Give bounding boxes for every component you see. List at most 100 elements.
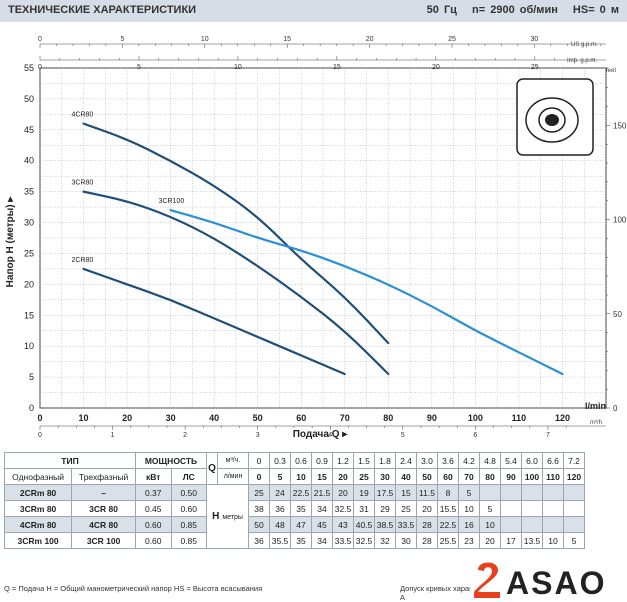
y-tick-label: 30 bbox=[24, 218, 34, 228]
power-hp: 0.85 bbox=[170, 516, 207, 533]
m3h-2: 0.6 bbox=[290, 452, 312, 469]
series-line-4cr80 bbox=[82, 122, 390, 345]
x-tick-label: 80 bbox=[383, 413, 393, 423]
head-value: 31 bbox=[353, 500, 375, 517]
m3h-0: 0 bbox=[248, 452, 270, 469]
lmin-7: 40 bbox=[395, 468, 417, 485]
head-value: 20 bbox=[332, 484, 354, 501]
series-labels: 4CR80 3CR80 2CR80 3CR100 bbox=[72, 112, 185, 264]
imp-gpm-tick-label: 15 bbox=[333, 64, 341, 71]
speed: n= 2900 об/мин bbox=[472, 4, 558, 16]
lmin-2: 10 bbox=[290, 468, 312, 485]
table-row: 3CRm 80 3CR 80 0.45 0.60 38 36 35 34 32.5 31 29 25 2… bbox=[3, 500, 585, 517]
m3h-tick-label: 5 bbox=[401, 432, 405, 439]
us-gpm-tick-label: 30 bbox=[530, 36, 538, 43]
series-label: 2CR80 bbox=[72, 257, 94, 264]
power-hp: 0.85 bbox=[170, 532, 207, 549]
suction-height: HS= 0 м bbox=[572, 4, 619, 16]
lmin-3: 15 bbox=[311, 468, 333, 485]
power-kw: 0.60 bbox=[135, 532, 172, 549]
lmin-12: 90 bbox=[500, 468, 522, 485]
three-phase-header: Трехфазный bbox=[71, 468, 136, 485]
us-gpm-tick-label: 25 bbox=[448, 36, 456, 43]
x-tick-label: 20 bbox=[122, 413, 132, 423]
head-value bbox=[563, 484, 585, 501]
head-value bbox=[500, 516, 522, 533]
head-value: 5 bbox=[458, 484, 480, 501]
m3h-11: 4.8 bbox=[479, 452, 501, 469]
head-value: 47 bbox=[290, 516, 312, 533]
m3h-tick-label: 2 bbox=[183, 432, 187, 439]
head-value: 25.5 bbox=[437, 532, 459, 549]
head-value: 48 bbox=[269, 516, 291, 533]
head-value: 28 bbox=[416, 516, 438, 533]
lmin-15: 120 bbox=[563, 468, 585, 485]
x-tick-label: 100 bbox=[468, 413, 483, 423]
specs: 50 Гц n= 2900 об/мин HS= 0 м bbox=[417, 4, 619, 16]
head-value: 50 bbox=[248, 516, 270, 533]
h-label: H bbox=[212, 511, 220, 522]
lmin-11: 80 bbox=[479, 468, 501, 485]
power-header: МОЩНОСТЬ bbox=[135, 452, 207, 469]
head-value: 10 bbox=[458, 500, 480, 517]
head-value bbox=[479, 484, 501, 501]
head-value: 24 bbox=[269, 484, 291, 501]
lmin-1: 5 bbox=[269, 468, 291, 485]
power-kw: 0.45 bbox=[135, 500, 172, 517]
top-unit-imp: Imp. g.p.m. bbox=[567, 58, 597, 64]
power-hp: 0.60 bbox=[170, 500, 207, 517]
right-unit-feet: feet bbox=[606, 68, 616, 74]
y-tick-label: 5 bbox=[29, 372, 34, 382]
y-tick-label: 15 bbox=[24, 310, 34, 320]
lmin-8: 50 bbox=[416, 468, 438, 485]
head-value bbox=[521, 516, 543, 533]
single-phase-model: 3CRm 80 bbox=[3, 500, 73, 517]
m3h-8: 3.0 bbox=[416, 452, 438, 469]
head-value bbox=[500, 484, 522, 501]
head-value: 22.5 bbox=[437, 516, 459, 533]
y-tick-label: 20 bbox=[24, 279, 34, 289]
grid bbox=[39, 67, 607, 409]
head-value bbox=[500, 500, 522, 517]
head-value: 10 bbox=[479, 516, 501, 533]
series-line-3cr80 bbox=[82, 190, 390, 376]
head-value: 36 bbox=[269, 500, 291, 517]
x-tick-label: 110 bbox=[512, 413, 527, 423]
lmin-10: 70 bbox=[458, 468, 480, 485]
y-tick-label: 40 bbox=[24, 156, 34, 166]
head-value: 5 bbox=[563, 532, 585, 549]
x-tick-label: 10 bbox=[79, 413, 89, 423]
head-value: 25 bbox=[248, 484, 270, 501]
m3h-unit: м³/ч. bbox=[217, 452, 249, 469]
table-row: 3CRm 100 3CR 100 0.60 0.85 36 35.5 35 34 33.5 32.… bbox=[3, 532, 585, 549]
series-line-3cr100 bbox=[169, 209, 564, 376]
lmin-9: 60 bbox=[437, 468, 459, 485]
head-value: 35 bbox=[290, 532, 312, 549]
x-tick-label: 90 bbox=[427, 413, 437, 423]
x-tick-label: 30 bbox=[166, 413, 176, 423]
x-tick-label: 60 bbox=[296, 413, 306, 423]
head-value bbox=[521, 484, 543, 501]
lmin-0: 0 bbox=[248, 468, 270, 485]
x-tick-label: 50 bbox=[253, 413, 263, 423]
feet-tick-label: 150 bbox=[613, 121, 627, 130]
head-value: 23 bbox=[458, 532, 480, 549]
type-header: ТИП bbox=[4, 452, 136, 469]
lmin-5: 25 bbox=[353, 468, 375, 485]
us-gpm-tick-label: 20 bbox=[366, 36, 374, 43]
m3h-7: 2.4 bbox=[395, 452, 417, 469]
m3h-tick-label: 6 bbox=[473, 432, 477, 439]
head-value: 5 bbox=[479, 500, 501, 517]
power-kw: 0.60 bbox=[135, 516, 172, 533]
y-tick-label: 45 bbox=[24, 125, 34, 135]
head-value: 15.5 bbox=[437, 500, 459, 517]
power-kw: 0.37 bbox=[135, 484, 172, 501]
q-label: Q bbox=[206, 452, 218, 485]
y-tick-label: 10 bbox=[24, 341, 34, 351]
hp-header: ЛС bbox=[170, 468, 207, 485]
y-tick-label: 50 bbox=[24, 94, 34, 104]
us-gpm-tick-label: 0 bbox=[38, 36, 42, 43]
m3h-1: 0.3 bbox=[269, 452, 291, 469]
